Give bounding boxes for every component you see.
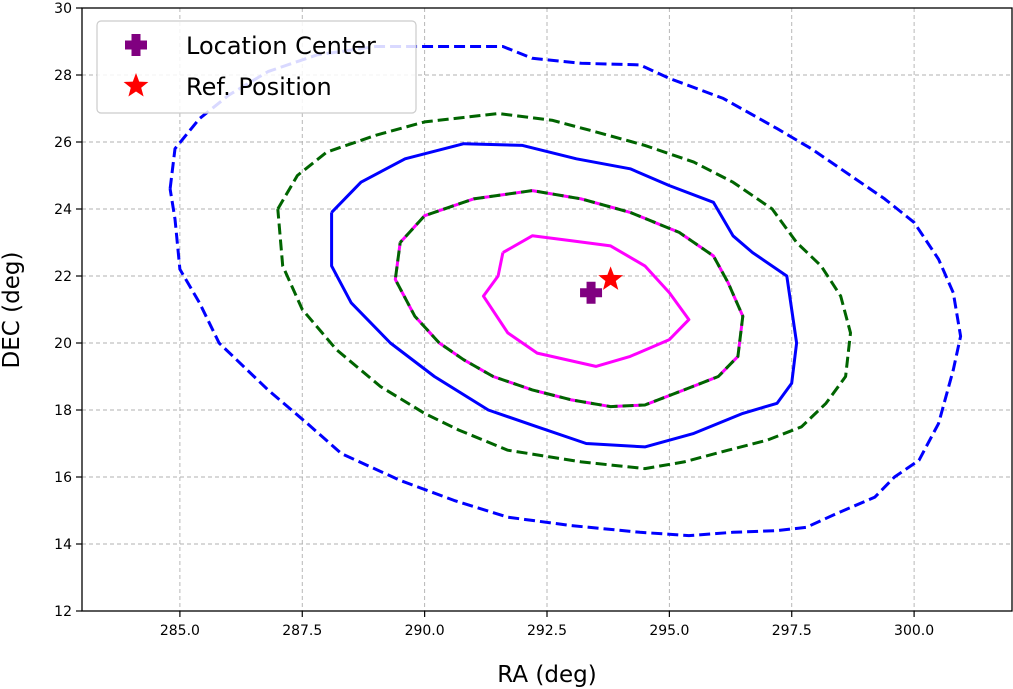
x-tick-label: 287.5 — [282, 623, 322, 639]
legend-star-icon — [123, 73, 149, 97]
x-tick-label: 295.0 — [649, 623, 689, 639]
axis-ticks: 285.0 287.5 290.0 292.5 295.0 297.5 300.0 12 14 1… — [54, 1, 934, 639]
contour-green-dashed-inner — [393, 189, 745, 409]
y-tick-label: 18 — [54, 403, 72, 419]
legend: Location Center Ref. Position — [96, 20, 417, 114]
legend-label-ref-position: Ref. Position — [186, 73, 332, 101]
y-tick-label: 28 — [54, 68, 72, 84]
y-tick-label: 26 — [54, 135, 72, 151]
y-tick-label: 22 — [54, 269, 72, 285]
contour-magenta-dashed — [393, 189, 745, 409]
contour-inner-blue-solid — [330, 142, 799, 449]
ref-position-marker — [598, 266, 623, 290]
x-tick-label: 300.0 — [894, 623, 934, 639]
y-axis-label: DEC (deg) — [0, 252, 25, 369]
x-tick-label: 285.0 — [160, 623, 200, 639]
legend-box — [96, 20, 417, 114]
y-tick-label: 20 — [54, 336, 72, 352]
markers — [580, 266, 623, 304]
contour-green-dashed — [276, 112, 852, 471]
legend-plus-icon — [125, 34, 147, 56]
x-axis-label: RA (deg) — [497, 662, 596, 688]
y-tick-label: 12 — [54, 604, 72, 620]
contour-magenta-solid — [481, 234, 691, 368]
y-tick-label: 16 — [54, 470, 72, 486]
y-tick-label: 14 — [54, 537, 72, 553]
legend-label-location-center: Location Center — [186, 32, 376, 60]
contour-outer-blue-dashed — [168, 45, 963, 538]
x-tick-label: 290.0 — [405, 623, 445, 639]
contour-series — [168, 45, 963, 538]
y-tick-label: 24 — [54, 202, 72, 218]
x-tick-label: 297.5 — [772, 623, 812, 639]
y-tick-label: 30 — [54, 1, 72, 17]
x-tick-label: 292.5 — [527, 623, 567, 639]
location-center-marker — [580, 281, 603, 304]
